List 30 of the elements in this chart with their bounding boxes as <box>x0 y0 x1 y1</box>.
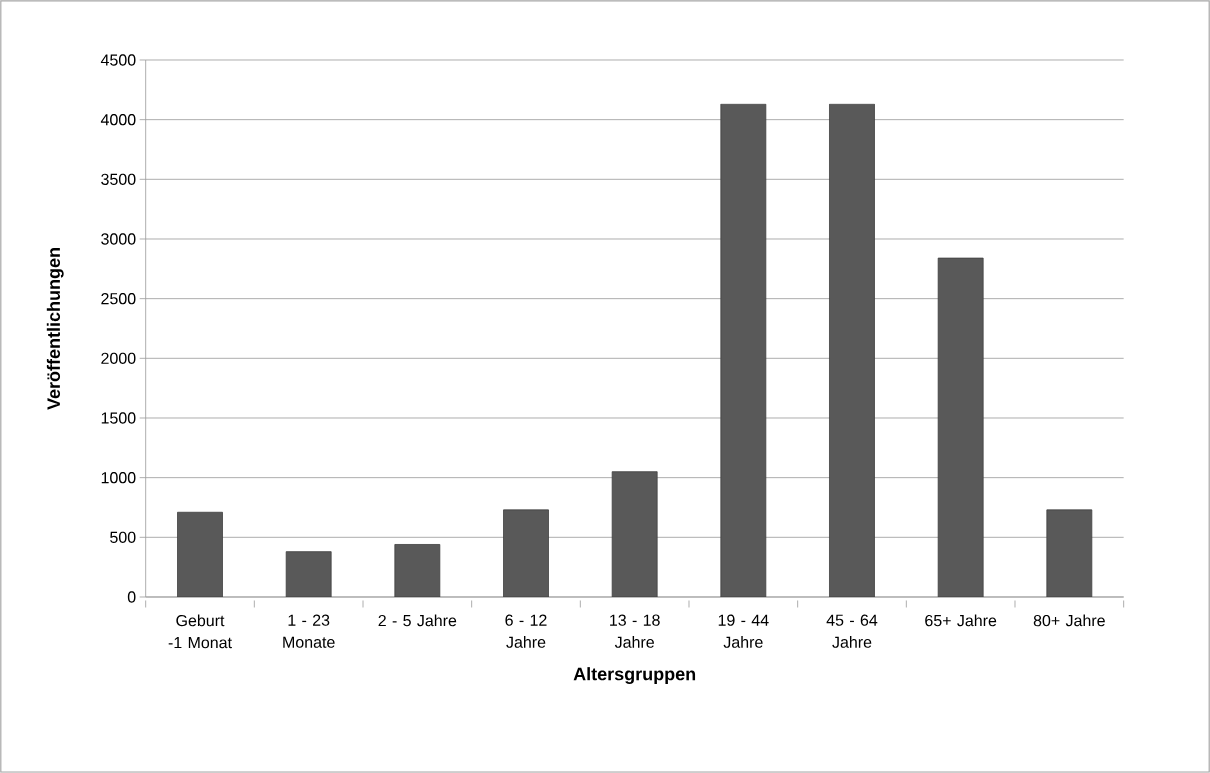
x-tick-label: 80+ Jahre <box>1033 614 1105 627</box>
y-tick-label: 4000 <box>100 114 136 126</box>
y-tick-label: 500 <box>110 531 136 543</box>
bar <box>177 511 223 597</box>
bar <box>611 471 658 597</box>
x-tick-label: 1 - 23 Monate <box>283 614 335 648</box>
x-tick-label: 2 - 5 Jahre <box>378 614 457 627</box>
x-tick-label: 65+ Jahre <box>925 614 997 627</box>
bar <box>720 103 767 597</box>
x-tick-label: 13 - 18 Jahre <box>610 614 660 648</box>
y-tick-label: 3500 <box>101 173 136 185</box>
y-axis-title: Veröffentlichungen <box>46 248 64 410</box>
y-tick-label: 2500 <box>101 293 136 305</box>
bar <box>285 551 332 597</box>
y-tick-label: 4500 <box>100 54 136 66</box>
bar <box>1046 509 1093 597</box>
y-tick-label: 1000 <box>101 472 136 484</box>
bar <box>394 544 441 597</box>
y-tick-label: 3000 <box>101 233 136 245</box>
x-axis-title: Altersgruppen <box>573 667 696 684</box>
y-tick-label: 2000 <box>101 352 136 364</box>
x-tick-label: Geburt -1 Monat <box>168 614 232 649</box>
x-tick-label: 45 - 64 Jahre <box>826 614 878 648</box>
bar <box>829 103 875 597</box>
bar <box>937 257 984 597</box>
y-tick-label: 1500 <box>101 412 136 424</box>
x-tick-label: 6 - 12 Jahre <box>505 614 547 648</box>
x-tick-label: 19 - 44 Jahre <box>718 614 769 648</box>
bar <box>503 509 549 597</box>
y-tick-label: 0 <box>127 591 136 603</box>
